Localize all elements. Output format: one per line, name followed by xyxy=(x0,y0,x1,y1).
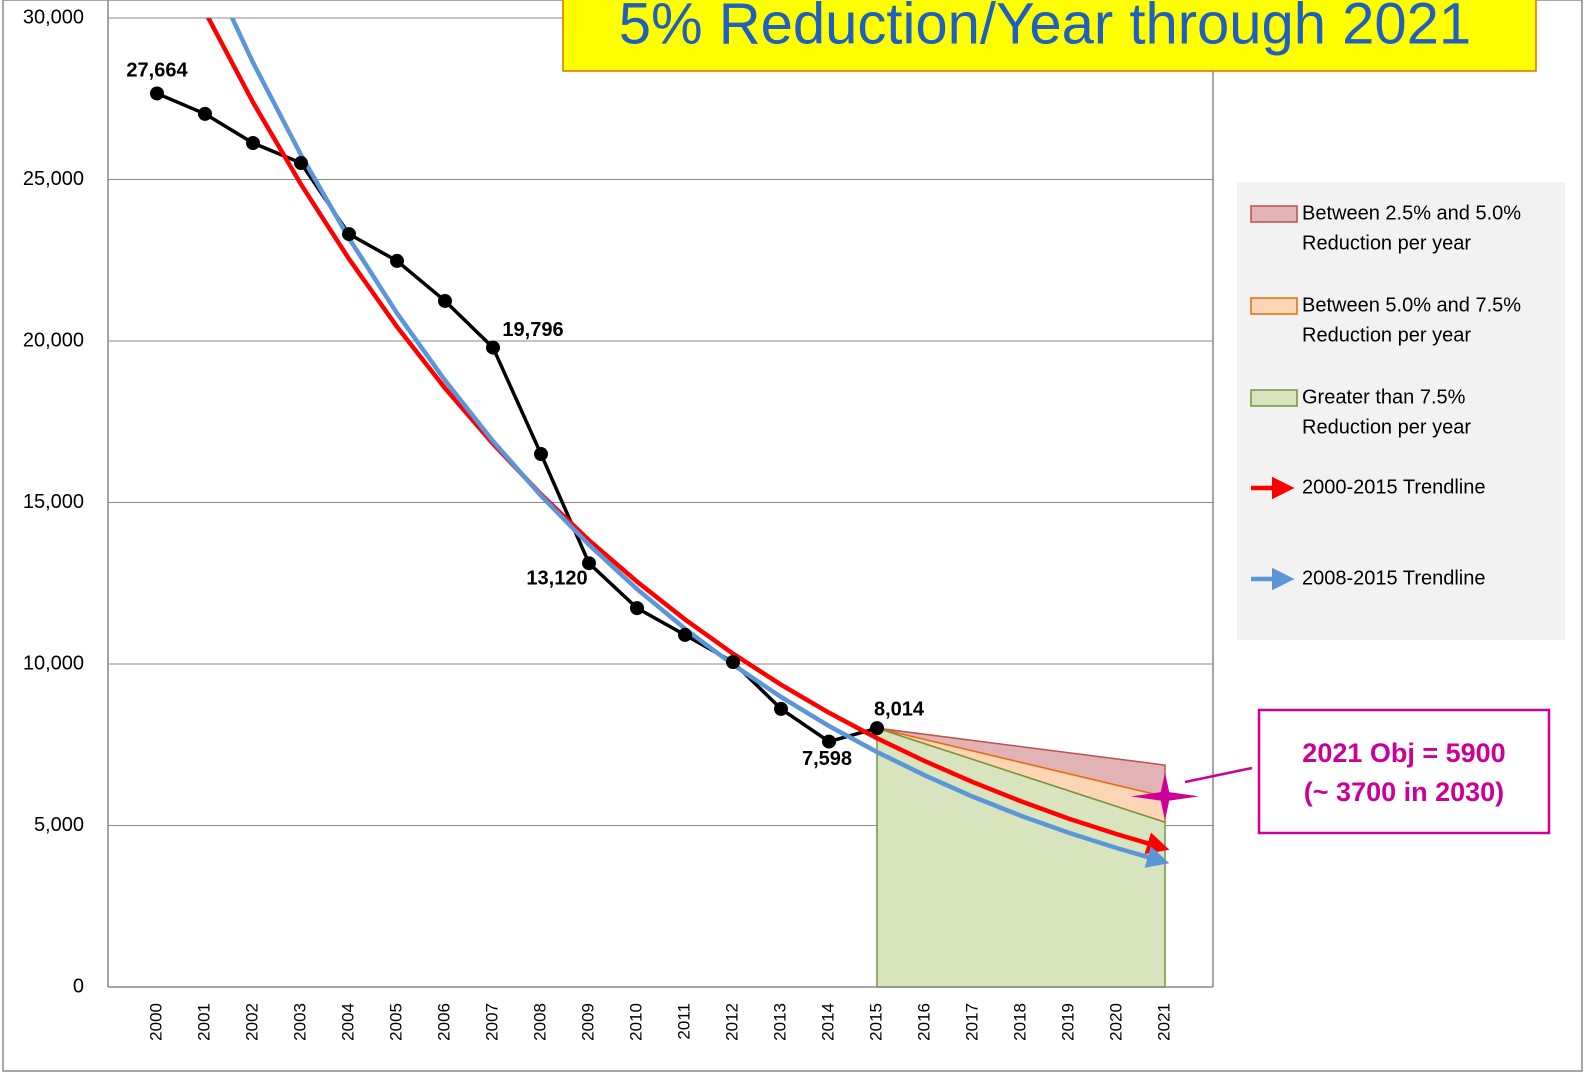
data-point xyxy=(150,86,164,101)
legend-label: 2008-2015 Trendline xyxy=(1302,567,1485,589)
chart-title: 5% Reduction/Year through 2021 xyxy=(619,0,1471,56)
x-tick-label: 2000 xyxy=(146,1003,165,1041)
data-point xyxy=(726,655,740,670)
legend-label: Reduction per year xyxy=(1302,416,1471,438)
y-tick-label: 10,000 xyxy=(23,652,84,674)
data-label: 8,014 xyxy=(874,698,925,720)
data-label: 13,120 xyxy=(526,568,587,590)
data-point xyxy=(198,106,212,121)
legend-label: 2000-2015 Trendline xyxy=(1302,476,1485,498)
data-label: 27,664 xyxy=(126,60,188,82)
legend-swatch xyxy=(1250,297,1298,315)
data-point xyxy=(438,293,452,308)
x-tick-label: 2010 xyxy=(626,1003,645,1041)
x-tick-label: 2021 xyxy=(1154,1003,1173,1041)
y-tick-label: 25,000 xyxy=(23,168,84,190)
x-tick-label: 2013 xyxy=(770,1003,789,1041)
data-point xyxy=(582,556,596,571)
x-tick-label: 2011 xyxy=(674,1003,693,1040)
data-point xyxy=(342,227,356,242)
x-tick-label: 2015 xyxy=(866,1003,885,1041)
legend-label: Reduction per year xyxy=(1302,324,1471,346)
data-point xyxy=(534,447,548,462)
x-tick-label: 2017 xyxy=(962,1003,981,1041)
legend-swatch xyxy=(1250,205,1298,223)
series-line xyxy=(205,18,1170,855)
series-line xyxy=(229,18,1170,868)
x-tick-label: 2006 xyxy=(434,1003,453,1041)
x-tick-label: 2012 xyxy=(722,1003,741,1041)
x-tick-label: 2005 xyxy=(386,1003,405,1041)
x-tick-label: 2014 xyxy=(818,1003,837,1041)
x-tick-label: 2002 xyxy=(242,1003,261,1041)
y-tick-label: 20,000 xyxy=(23,329,84,351)
y-tick-label: 5,000 xyxy=(34,814,84,836)
y-tick-label: 15,000 xyxy=(23,491,84,513)
data-point xyxy=(630,601,644,616)
annotation-leader xyxy=(1184,766,1253,784)
title-box xyxy=(562,0,1537,72)
objective-marker xyxy=(1131,772,1199,821)
annotation-line: 2021 Obj = 5900 xyxy=(1302,738,1505,768)
data-point xyxy=(294,156,308,171)
x-tick-label: 2018 xyxy=(1010,1003,1029,1041)
data-label: 7,598 xyxy=(802,748,852,770)
data-point xyxy=(774,701,788,716)
legend-label: Reduction per year xyxy=(1302,232,1471,254)
x-tick-label: 2004 xyxy=(338,1003,357,1041)
legend-swatch xyxy=(1250,389,1298,407)
y-tick-label: 30,000 xyxy=(23,6,84,28)
legend-label: Greater than 7.5% xyxy=(1302,386,1466,408)
x-tick-label: 2007 xyxy=(482,1003,501,1041)
legend-label: Between 2.5% and 5.0% xyxy=(1302,202,1521,224)
data-point xyxy=(486,340,500,355)
annotation-box xyxy=(1257,708,1551,835)
data-point xyxy=(390,253,404,268)
legend-label: Between 5.0% and 7.5% xyxy=(1302,294,1521,316)
data-point xyxy=(678,627,692,642)
x-tick-label: 2016 xyxy=(914,1003,933,1041)
x-tick-label: 2008 xyxy=(530,1003,549,1041)
data-point xyxy=(870,721,884,736)
x-tick-label: 2003 xyxy=(290,1003,309,1041)
annotation-line: (~ 3700 in 2030) xyxy=(1304,777,1504,807)
y-tick-label: 0 xyxy=(73,975,84,997)
data-point xyxy=(822,734,836,749)
data-label: 19,796 xyxy=(502,319,563,341)
legend xyxy=(1237,182,1565,640)
x-tick-label: 2001 xyxy=(194,1003,213,1041)
x-tick-label: 2019 xyxy=(1058,1003,1077,1041)
data-point xyxy=(246,136,260,151)
x-tick-label: 2009 xyxy=(578,1003,597,1041)
x-tick-label: 2020 xyxy=(1106,1003,1125,1041)
series-line xyxy=(156,91,878,744)
